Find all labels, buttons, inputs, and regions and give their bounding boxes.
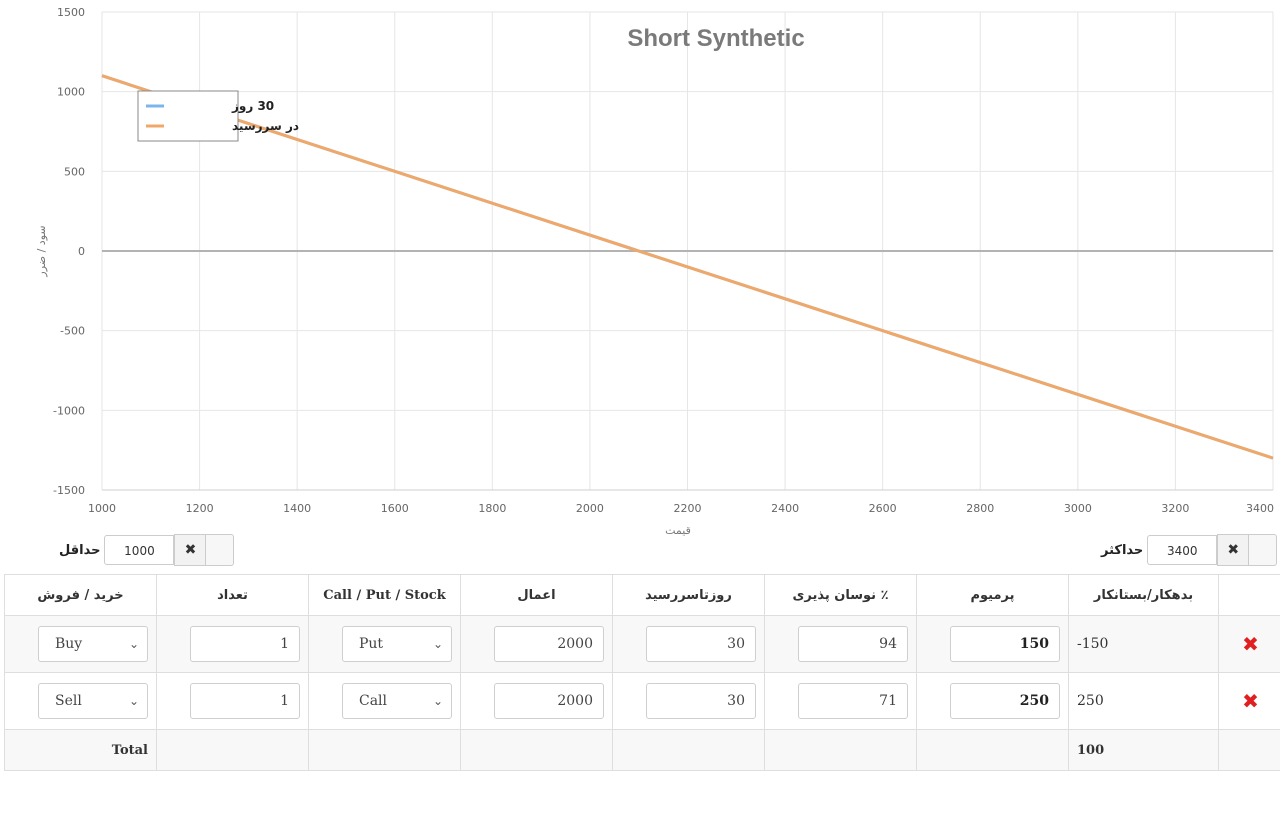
x-tick-label: 2400 <box>771 502 799 515</box>
total-empty <box>156 729 309 771</box>
net-value: 250 <box>1068 672 1219 730</box>
x-tick-label: 1600 <box>381 502 409 515</box>
x-tick-label: 2600 <box>869 502 897 515</box>
min-label: حداقل <box>59 542 101 558</box>
x-tick-label: 2800 <box>966 502 994 515</box>
min-range-control: حداقل 1000 ✖ <box>55 534 235 566</box>
total-row: 100 Total <box>4 729 1280 771</box>
delete-row-button[interactable]: ✖ <box>1218 672 1280 730</box>
header-delete <box>1218 574 1280 616</box>
header-quantity: تعداد <box>156 574 309 616</box>
total-empty <box>612 729 765 771</box>
close-icon: ✖ <box>184 542 197 558</box>
strike-input[interactable]: 2000 <box>494 626 604 662</box>
y-tick-label: 1000 <box>57 86 85 99</box>
chart-series <box>101 74 1274 460</box>
total-empty <box>916 729 1069 771</box>
clear-min-button[interactable]: ✖ <box>174 534 207 566</box>
type-select[interactable]: Put ⌄ <box>342 626 452 662</box>
max-addon <box>1249 534 1278 566</box>
clear-max-button[interactable]: ✖ <box>1217 534 1250 566</box>
type-select-value: Put <box>359 636 384 652</box>
max-label: حداکثر <box>1101 542 1144 558</box>
delete-row-button[interactable]: ✖ <box>1218 615 1280 673</box>
total-empty <box>460 729 613 771</box>
header-net: بدهکار/بستانکار <box>1068 574 1219 616</box>
volatility-input[interactable]: 94 <box>798 626 908 662</box>
legend-label-expiry: در سررسید <box>232 119 299 133</box>
side-select-value: Buy <box>55 636 83 652</box>
side-select[interactable]: Sell ⌄ <box>38 683 148 719</box>
table-row: ✖ -150 150 94 30 2000 Put ⌄ 1 Buy ⌄ <box>4 615 1280 673</box>
premium-input[interactable]: 250 <box>950 683 1060 719</box>
header-volatility: ٪ نوسان پذیری <box>764 574 917 616</box>
table-row: ✖ 250 250 71 30 2000 Call ⌄ 1 Sell ⌄ <box>4 672 1280 730</box>
type-select-value: Call <box>359 693 388 709</box>
total-spacer <box>1218 729 1280 771</box>
legend-label-30-days: 30 روز <box>231 99 274 114</box>
x-axis-title: قیمت <box>665 524 691 537</box>
header-premium: پرمیوم <box>916 574 1069 616</box>
x-tick-label: 1400 <box>283 502 311 515</box>
y-tick-label: -500 <box>60 325 85 338</box>
x-axis-ticks: 1000 1200 1400 1600 1800 2000 2200 2400 2600 2800… <box>88 502 1274 515</box>
header-strike: اعمال <box>460 574 613 616</box>
y-axis-title: سود / ضرر <box>35 225 48 277</box>
chart-title: Short Synthetic <box>627 25 804 52</box>
header-type: Call / Put / Stock <box>308 574 461 616</box>
y-axis-ticks: 1500 1000 500 0 -500 -1000 -1500 <box>53 6 85 497</box>
payoff-chart: 1000 1200 1400 1600 1800 2000 2200 2400 2600 2800… <box>35 6 1274 537</box>
total-empty <box>764 729 917 771</box>
x-tick-label: 3200 <box>1161 502 1189 515</box>
quantity-input[interactable]: 1 <box>190 626 300 662</box>
x-tick-label: 1000 <box>88 502 116 515</box>
close-icon: ✖ <box>1227 542 1240 558</box>
type-select[interactable]: Call ⌄ <box>342 683 452 719</box>
chevron-down-icon: ⌄ <box>432 637 443 651</box>
y-tick-label: 1500 <box>57 6 85 19</box>
min-value-input[interactable]: 1000 <box>104 535 175 565</box>
total-value: 100 <box>1068 729 1219 771</box>
legend-box <box>137 90 239 142</box>
close-icon: ✖ <box>1242 632 1259 656</box>
x-tick-label: 2200 <box>674 502 702 515</box>
max-value-input[interactable]: 3400 <box>1147 535 1218 565</box>
chart-legend: 30 روز در سررسید <box>137 90 299 142</box>
x-tick-label: 1800 <box>478 502 506 515</box>
total-label: Total <box>4 729 157 771</box>
chevron-down-icon: ⌄ <box>432 694 443 708</box>
y-tick-label: 0 <box>78 245 85 258</box>
side-select-value: Sell <box>55 693 82 709</box>
y-tick-label: -1000 <box>53 404 85 417</box>
chevron-down-icon: ⌄ <box>128 637 139 651</box>
close-icon: ✖ <box>1242 689 1259 713</box>
strike-input[interactable]: 2000 <box>494 683 604 719</box>
table-header-row: بدهکار/بستانکار پرمیوم ٪ نوسان پذیری روز… <box>4 574 1280 616</box>
x-tick-label: 2000 <box>576 502 604 515</box>
x-tick-label: 1200 <box>186 502 214 515</box>
volatility-input[interactable]: 71 <box>798 683 908 719</box>
max-range-control: حداکثر 3400 ✖ <box>1097 534 1278 566</box>
header-side: خرید / فروش <box>4 574 157 616</box>
side-select[interactable]: Buy ⌄ <box>38 626 148 662</box>
series-line-1 <box>101 74 1274 460</box>
x-tick-label: 3000 <box>1064 502 1092 515</box>
days-input[interactable]: 30 <box>646 626 756 662</box>
option-legs-table: بدهکار/بستانکار پرمیوم ٪ نوسان پذیری روز… <box>4 574 1280 771</box>
chevron-down-icon: ⌄ <box>128 694 139 708</box>
y-tick-label: 500 <box>64 165 85 178</box>
days-input[interactable]: 30 <box>646 683 756 719</box>
total-empty <box>308 729 461 771</box>
x-tick-label: 3400 <box>1246 502 1274 515</box>
header-days: روزتاسررسید <box>612 574 765 616</box>
min-addon <box>206 534 235 566</box>
net-value: -150 <box>1068 615 1219 673</box>
quantity-input[interactable]: 1 <box>190 683 300 719</box>
y-tick-label: -1500 <box>53 484 85 497</box>
premium-input[interactable]: 150 <box>950 626 1060 662</box>
